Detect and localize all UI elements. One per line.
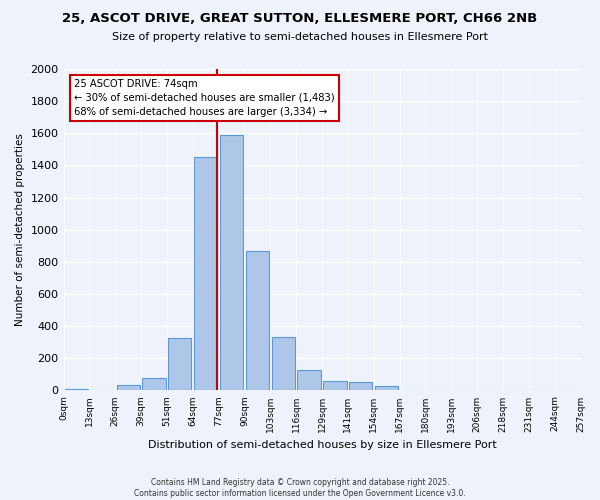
Bar: [246, 252, 269, 390]
Y-axis label: Number of semi-detached properties: Number of semi-detached properties: [15, 134, 25, 326]
Bar: [349, 382, 373, 390]
Text: Contains HM Land Registry data © Crown copyright and database right 2025.
Contai: Contains HM Land Registry data © Crown c…: [134, 478, 466, 498]
Bar: [375, 386, 398, 390]
Text: Size of property relative to semi-detached houses in Ellesmere Port: Size of property relative to semi-detach…: [112, 32, 488, 42]
Bar: [272, 336, 295, 390]
Bar: [142, 378, 166, 390]
X-axis label: Distribution of semi-detached houses by size in Ellesmere Port: Distribution of semi-detached houses by …: [148, 440, 496, 450]
Bar: [298, 370, 321, 390]
Bar: [323, 381, 347, 390]
Bar: [194, 158, 217, 390]
Bar: [168, 338, 191, 390]
Bar: [116, 385, 140, 390]
Bar: [220, 135, 243, 390]
Text: 25, ASCOT DRIVE, GREAT SUTTON, ELLESMERE PORT, CH66 2NB: 25, ASCOT DRIVE, GREAT SUTTON, ELLESMERE…: [62, 12, 538, 26]
Text: 25 ASCOT DRIVE: 74sqm
← 30% of semi-detached houses are smaller (1,483)
68% of s: 25 ASCOT DRIVE: 74sqm ← 30% of semi-deta…: [74, 78, 335, 116]
Bar: [65, 389, 88, 390]
